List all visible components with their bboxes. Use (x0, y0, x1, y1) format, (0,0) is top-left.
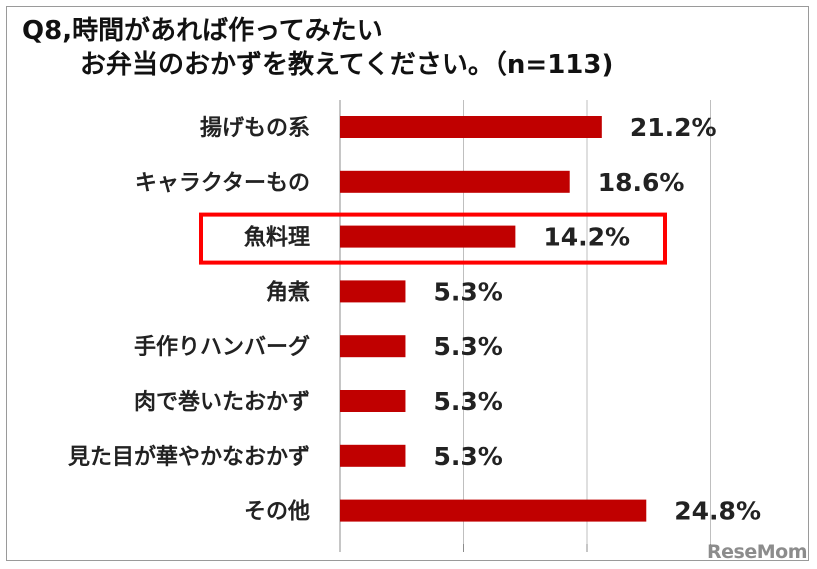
chart-title: Q8,時間があれば作ってみたい お弁当のおかずを教えてください。（n=113) (22, 14, 613, 82)
value-label: 5.3% (433, 332, 502, 361)
chart-frame (6, 6, 809, 561)
category-label: 魚料理 (244, 225, 310, 251)
value-label: 18.6% (598, 168, 685, 197)
bar (340, 444, 406, 467)
bar (340, 116, 602, 138)
bar (340, 390, 406, 412)
category-label: その他 (244, 500, 310, 525)
category-label: 角煮 (266, 279, 310, 305)
bar (340, 225, 516, 248)
highlight-box (199, 212, 667, 265)
value-label: 14.2% (543, 223, 630, 252)
value-label: 5.3% (433, 387, 502, 416)
resemom-watermark: ReseMom (707, 541, 807, 563)
value-label: 21.2% (630, 113, 717, 142)
value-label: 5.3% (433, 442, 502, 471)
category-label: 揚げもの系 (200, 115, 310, 141)
category-label: 手作りハンバーグ (134, 334, 310, 360)
bar (340, 335, 406, 358)
category-label: キャラクターもの (135, 171, 310, 196)
bar (340, 280, 406, 303)
category-label: 肉で巻いたおかず (134, 389, 310, 415)
bar (340, 170, 570, 193)
title-line-1: Q8,時間があれば作ってみたい (22, 16, 383, 46)
value-label: 24.8% (674, 497, 761, 526)
title-line-2: お弁当のおかずを教えてください。（n=113) (80, 50, 614, 80)
value-label: 5.3% (433, 277, 502, 306)
category-label: 見た目が華やかなおかず (68, 444, 310, 470)
bar (340, 499, 647, 522)
